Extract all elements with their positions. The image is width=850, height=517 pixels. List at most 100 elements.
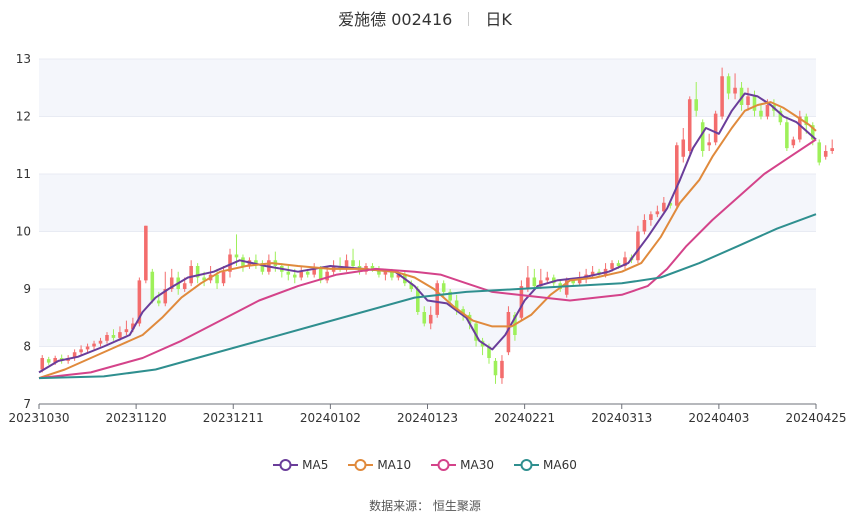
y-tick-label: 13 — [16, 52, 31, 66]
candle-body — [325, 271, 329, 281]
candle-body — [396, 274, 401, 278]
candle-body — [441, 283, 446, 292]
candle-body — [286, 271, 291, 275]
candle-body — [79, 349, 83, 353]
legend-label: MA30 — [460, 458, 495, 472]
candle-body — [163, 289, 168, 304]
candle-body — [532, 277, 537, 287]
legend-item-ma60[interactable]: MA60 — [514, 458, 577, 472]
candle-body — [189, 266, 193, 284]
title-separator — [468, 12, 470, 26]
legend-marker-icon — [514, 459, 540, 471]
candle-body — [428, 314, 433, 324]
candle-body — [85, 346, 90, 350]
candle-body — [182, 283, 187, 289]
candle-body — [707, 142, 711, 146]
legend-item-ma5[interactable]: MA5 — [273, 458, 328, 472]
candle-body — [642, 220, 647, 232]
candle-body — [687, 99, 692, 151]
candle-body — [53, 358, 57, 363]
candle-body — [713, 113, 718, 143]
y-tick-label: 7 — [23, 397, 31, 411]
candle-body — [422, 312, 427, 324]
candle-body — [221, 271, 226, 284]
candle-body — [545, 277, 550, 281]
candle-body — [791, 139, 796, 146]
candle-body — [46, 359, 51, 363]
candle-body — [694, 99, 698, 111]
candle-body — [474, 323, 478, 341]
legend-item-ma10[interactable]: MA10 — [348, 458, 411, 472]
candle-body — [461, 309, 465, 315]
candle-body — [351, 260, 355, 266]
candle-body — [370, 266, 375, 269]
candle-body — [215, 274, 219, 284]
candle-body — [610, 263, 614, 269]
data-source: 数据来源： 恒生聚源 — [0, 497, 850, 514]
candle-body — [448, 291, 452, 301]
candle-body — [157, 300, 161, 304]
candle-body — [681, 139, 686, 157]
candle-body — [616, 263, 621, 266]
candle-body — [785, 122, 789, 149]
candle-body — [202, 277, 206, 281]
candle-body — [318, 268, 323, 281]
grid-band — [39, 289, 816, 347]
candle-body — [823, 151, 828, 157]
series-line-ma10 — [38, 101, 817, 380]
candle-body — [655, 211, 660, 215]
y-tick-label: 8 — [23, 340, 31, 354]
legend-item-ma30[interactable]: MA30 — [431, 458, 494, 472]
candle-body — [506, 312, 511, 353]
candle-body — [539, 280, 543, 287]
x-tick-label: 20240102 — [300, 411, 361, 425]
candle-body — [305, 271, 310, 275]
chart-period: 日K — [485, 10, 512, 29]
legend-label: MA60 — [543, 458, 577, 472]
candle-body — [700, 122, 705, 151]
candle-body — [765, 105, 770, 117]
series-line-ma5 — [38, 92, 817, 374]
chart-legend: MA5 MA10 MA30 MA60 — [0, 458, 850, 472]
candle-body — [292, 274, 297, 278]
candle-body — [493, 360, 498, 376]
candle-body — [137, 280, 142, 324]
legend-label: MA5 — [302, 458, 329, 472]
candle-body — [804, 116, 809, 126]
candle-body — [817, 142, 822, 163]
candle-body — [40, 358, 45, 370]
series-line-ma30 — [38, 138, 817, 380]
candle-body — [344, 260, 349, 269]
candle-body — [234, 254, 239, 258]
grid-band — [39, 59, 816, 117]
y-tick-label: 12 — [16, 110, 31, 124]
grid-band — [39, 174, 816, 232]
candlestick-chart[interactable]: 7 8 9 10 11 12 13 20231030 20231120 20231211 20240… — [0, 0, 850, 450]
candle-body — [312, 268, 316, 275]
series-line-ma60 — [38, 213, 817, 380]
candle-body — [383, 271, 388, 275]
candle-body — [830, 148, 834, 151]
source-label: 数据来源： — [369, 499, 430, 513]
candle-body — [810, 125, 815, 140]
y-tick-label: 10 — [16, 225, 31, 239]
candle-body — [649, 214, 653, 220]
candle-body — [299, 271, 304, 278]
x-tick-label: 20240123 — [397, 411, 458, 425]
candle-body — [105, 335, 109, 341]
candle-body — [254, 260, 258, 264]
candle-body — [668, 202, 673, 206]
candle-body — [416, 289, 420, 312]
candle-body — [260, 263, 265, 272]
candle-body — [526, 277, 530, 289]
candle-body — [131, 323, 135, 330]
x-tick-label: 20240221 — [494, 411, 555, 425]
x-tick-label: 20240403 — [688, 411, 749, 425]
candle-body — [726, 76, 731, 94]
candle-body — [72, 352, 77, 358]
candle-body — [144, 225, 148, 281]
candle-body — [798, 116, 802, 140]
candle-body — [720, 76, 724, 117]
stock-name-code: 爱施德 002416 — [338, 10, 453, 29]
source-provider: 恒生聚源 — [432, 499, 481, 513]
